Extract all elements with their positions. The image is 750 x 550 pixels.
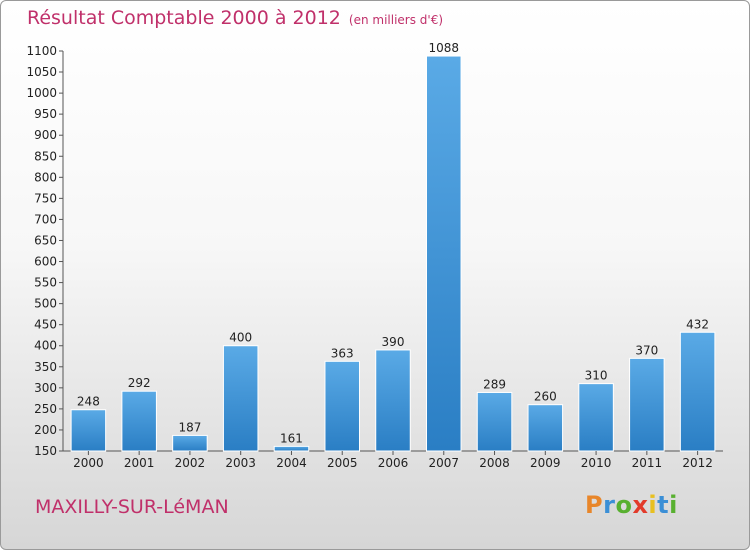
bar: [121, 390, 157, 452]
y-tick-label: 1100: [26, 44, 57, 58]
x-tick-label: 2012: [682, 456, 713, 470]
logo-letter: i: [648, 491, 658, 519]
logo-letter: x: [632, 491, 649, 519]
y-tick-label: 300: [34, 381, 57, 395]
logo-letter: P: [585, 491, 604, 519]
y-tick-label: 1000: [26, 86, 57, 100]
y-tick-label: 1050: [26, 65, 57, 79]
x-tick-label: 2003: [225, 456, 256, 470]
bar-value-label: 187: [178, 420, 201, 434]
x-tick-label: 2001: [124, 456, 155, 470]
bar-value-label: 1088: [428, 41, 459, 55]
x-tick-label: 2006: [378, 456, 409, 470]
x-tick-label: 2009: [530, 456, 561, 470]
y-tick-label: 250: [34, 402, 57, 416]
y-tick-label: 350: [34, 360, 57, 374]
bar: [172, 434, 208, 452]
bar: [70, 409, 107, 452]
y-tick-label: 550: [34, 276, 57, 290]
x-tick-label: 2011: [632, 456, 663, 470]
bar-value-label: 292: [128, 376, 151, 390]
commune-name: MAXILLY-SUR-LéMAN: [35, 496, 229, 518]
bar-value-label: 248: [77, 395, 100, 409]
x-tick-label: 2010: [581, 456, 612, 470]
y-tick-label: 500: [34, 297, 57, 311]
y-tick-label: 850: [34, 149, 57, 163]
bar-value-label: 390: [382, 335, 405, 349]
chart-title: Résultat Comptable 2000 à 2012 (en millie…: [27, 7, 443, 29]
bar-value-label: 161: [280, 431, 303, 445]
bar: [222, 345, 259, 452]
bar-value-label: 400: [229, 331, 252, 345]
y-tick-label: 700: [34, 212, 57, 226]
bar-value-label: 432: [686, 317, 709, 331]
bar: [476, 391, 513, 452]
y-tick-label: 800: [34, 170, 57, 184]
bar-value-label: 310: [585, 369, 608, 383]
x-tick-label: 2000: [73, 456, 104, 470]
x-tick-label: 2008: [479, 456, 510, 470]
x-tick-label: 2004: [276, 456, 307, 470]
chart-title-text: Résultat Comptable 2000 à 2012: [27, 7, 341, 29]
bar: [629, 357, 665, 452]
bar-value-label: 370: [635, 343, 658, 357]
logo-letter: r: [603, 491, 616, 519]
y-tick-label: 600: [34, 255, 57, 269]
bar: [273, 445, 310, 452]
y-tick-label: 950: [34, 107, 57, 121]
y-tick-label: 400: [34, 339, 57, 353]
bar: [578, 383, 614, 452]
y-tick-label: 750: [34, 191, 57, 205]
chart-unit: (en milliers d'€): [348, 13, 444, 27]
bar: [375, 349, 411, 452]
y-tick-label: 200: [34, 423, 57, 437]
logo-letter: o: [615, 491, 633, 519]
bar: [426, 55, 462, 452]
bar: [527, 404, 564, 452]
logo-letter: i: [669, 491, 678, 519]
bar-value-label: 363: [331, 346, 354, 360]
y-tick-label: 450: [34, 318, 57, 332]
logo-letter: t: [657, 491, 670, 519]
y-tick-label: 150: [34, 444, 57, 458]
x-tick-label: 2007: [428, 456, 459, 470]
bar-value-label: 260: [534, 390, 557, 404]
y-tick-label: 650: [34, 233, 57, 247]
bar: [679, 331, 716, 452]
x-tick-label: 2005: [327, 456, 358, 470]
x-tick-label: 2002: [175, 456, 206, 470]
proxiti-logo: Proxiti: [585, 491, 678, 519]
bar: [324, 360, 360, 452]
y-tick-label: 900: [34, 128, 57, 142]
bar-value-label: 289: [483, 377, 506, 391]
